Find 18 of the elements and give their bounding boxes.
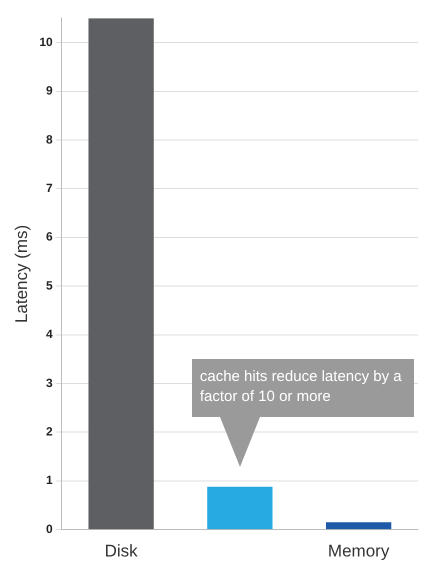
- y-tick-label: 2: [46, 424, 54, 439]
- y-tick-label: 0: [46, 522, 54, 536]
- y-tick-label: 4: [46, 327, 54, 342]
- y-tick-label: 6: [46, 230, 54, 244]
- x-tick-label: Memory: [328, 541, 390, 560]
- y-axis-title: Latency (ms): [12, 224, 31, 324]
- y-tick-label: 7: [46, 180, 54, 195]
- y-tick-label: 3: [46, 376, 54, 390]
- bar: [326, 522, 392, 530]
- y-tick-label: 1: [46, 473, 54, 488]
- bar: [88, 18, 154, 530]
- y-tick-label: 10: [39, 34, 54, 49]
- x-tick-label: Disk: [104, 541, 138, 560]
- annotation: cache hits reduce latency by a factor of 10 or more: [200, 366, 403, 407]
- y-tick-label: 5: [46, 278, 54, 292]
- y-tick-label: 9: [46, 84, 54, 98]
- y-tick-label: 8: [46, 132, 54, 146]
- bar: [207, 486, 273, 530]
